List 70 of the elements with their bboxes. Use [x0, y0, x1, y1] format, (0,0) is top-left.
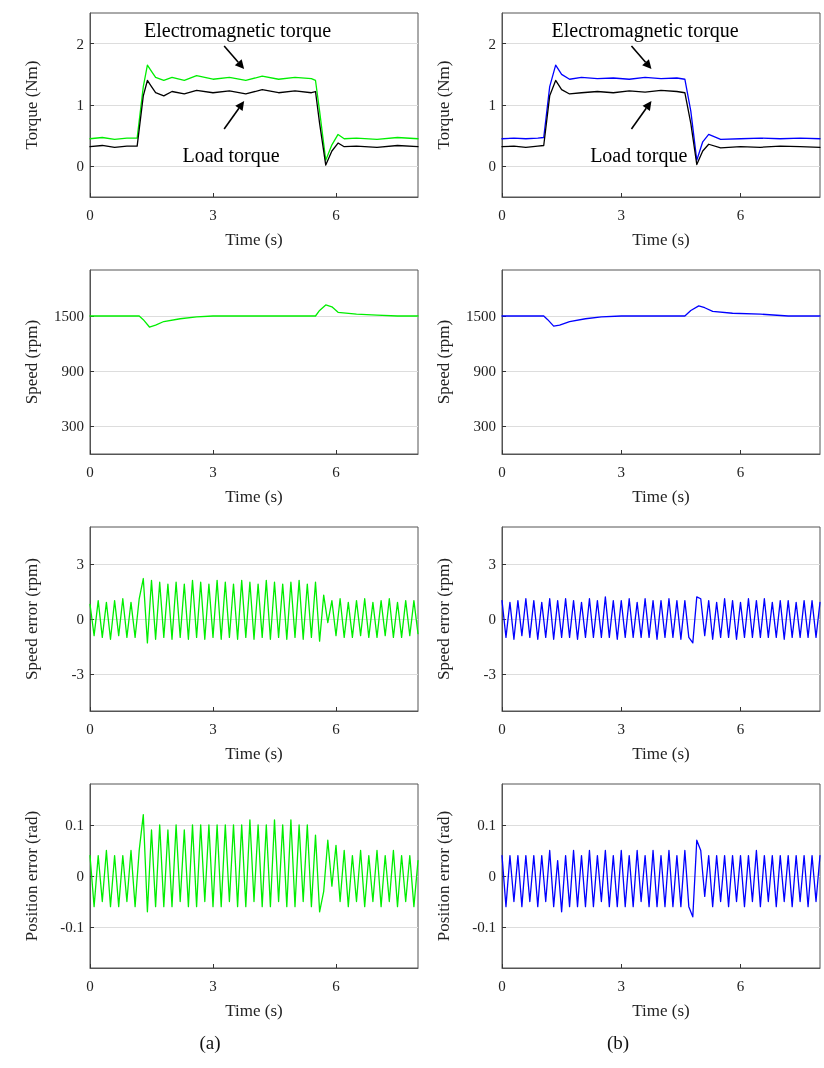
x-tick-label: 3 [617, 206, 625, 223]
x-tick-label: 6 [736, 977, 745, 994]
y-axis-title: Torque (Nm) [434, 60, 453, 150]
y-axis-title: Position error (rad) [22, 810, 41, 942]
x-axis-title: Time (s) [632, 744, 690, 763]
y-tick-label: -0.1 [472, 919, 496, 936]
x-tick-label: 3 [209, 463, 217, 480]
x-axis-title: Time (s) [225, 230, 283, 249]
x-axis-title: Time (s) [225, 744, 283, 763]
line-series [501, 596, 821, 644]
x-tick-label: 6 [332, 463, 341, 480]
y-axis-title: Position error (rad) [434, 810, 453, 942]
y-tick-label: 0 [76, 611, 84, 627]
y-tick-label: 2 [488, 35, 496, 52]
line-series [89, 79, 419, 166]
x-tick-label: 3 [209, 206, 217, 223]
line-series [89, 304, 419, 328]
x-tick-label: 6 [332, 720, 341, 737]
y-tick-label: 300 [473, 418, 496, 435]
y-tick-label: 900 [473, 363, 496, 380]
y-tick-label: -0.1 [60, 919, 84, 936]
line-series [501, 839, 821, 918]
y-tick-label: 0 [488, 158, 496, 175]
x-axis-title: Time (s) [225, 1001, 283, 1020]
y-tick-label: -3 [71, 666, 84, 683]
y-axis-title: Speed error (rpm) [434, 558, 453, 680]
line-series [501, 305, 821, 327]
text: (b) [606, 1032, 630, 1054]
y-tick-label: 0.1 [477, 816, 496, 833]
y-tick-label: 1500 [54, 308, 84, 324]
x-tick-label: 6 [736, 463, 745, 480]
annotation: Electromagnetic torque [144, 19, 332, 42]
y-tick-label: 1500 [466, 308, 496, 324]
y-axis-title: Torque (Nm) [22, 60, 41, 150]
annotation: Load torque [590, 144, 688, 167]
x-tick-label: 6 [736, 720, 745, 737]
y-tick-label: 300 [61, 418, 84, 435]
y-tick-label: 0 [76, 868, 84, 884]
x-tick-label: 3 [617, 463, 625, 480]
annotation: Load torque [182, 144, 280, 167]
y-axis-title: Speed error (rpm) [22, 558, 41, 680]
y-tick-label: 0 [488, 611, 496, 627]
x-tick-label: 3 [617, 720, 625, 737]
x-tick-label: 3 [209, 720, 217, 737]
line-series [89, 814, 419, 913]
annotation: Electromagnetic torque [551, 19, 739, 42]
x-axis-title: Time (s) [632, 230, 690, 249]
x-tick-label: 6 [332, 977, 341, 994]
text: (a) [199, 1032, 221, 1054]
y-tick-label: 0 [76, 158, 84, 175]
y-tick-label: -3 [483, 666, 496, 683]
x-axis-title: Time (s) [632, 487, 690, 506]
y-tick-label: 0.1 [65, 816, 84, 833]
x-tick-label: 3 [209, 977, 217, 994]
y-tick-label: 2 [76, 35, 84, 52]
y-axis-title: Speed (rpm) [22, 319, 41, 405]
y-axis-title: Speed (rpm) [434, 319, 453, 405]
x-tick-label: 6 [736, 206, 745, 223]
y-tick-label: 900 [61, 363, 84, 380]
y-tick-label: 0 [488, 868, 496, 884]
line-series [89, 577, 419, 644]
y-tick-label: 3 [76, 555, 84, 572]
x-axis-title: Time (s) [632, 1001, 690, 1020]
y-tick-label: 1 [488, 97, 496, 113]
x-axis-title: Time (s) [225, 487, 283, 506]
x-tick-label: 6 [332, 206, 341, 223]
line-series [501, 79, 821, 166]
y-tick-label: 1 [76, 97, 84, 113]
y-tick-label: 3 [488, 555, 496, 572]
x-tick-label: 3 [617, 977, 625, 994]
